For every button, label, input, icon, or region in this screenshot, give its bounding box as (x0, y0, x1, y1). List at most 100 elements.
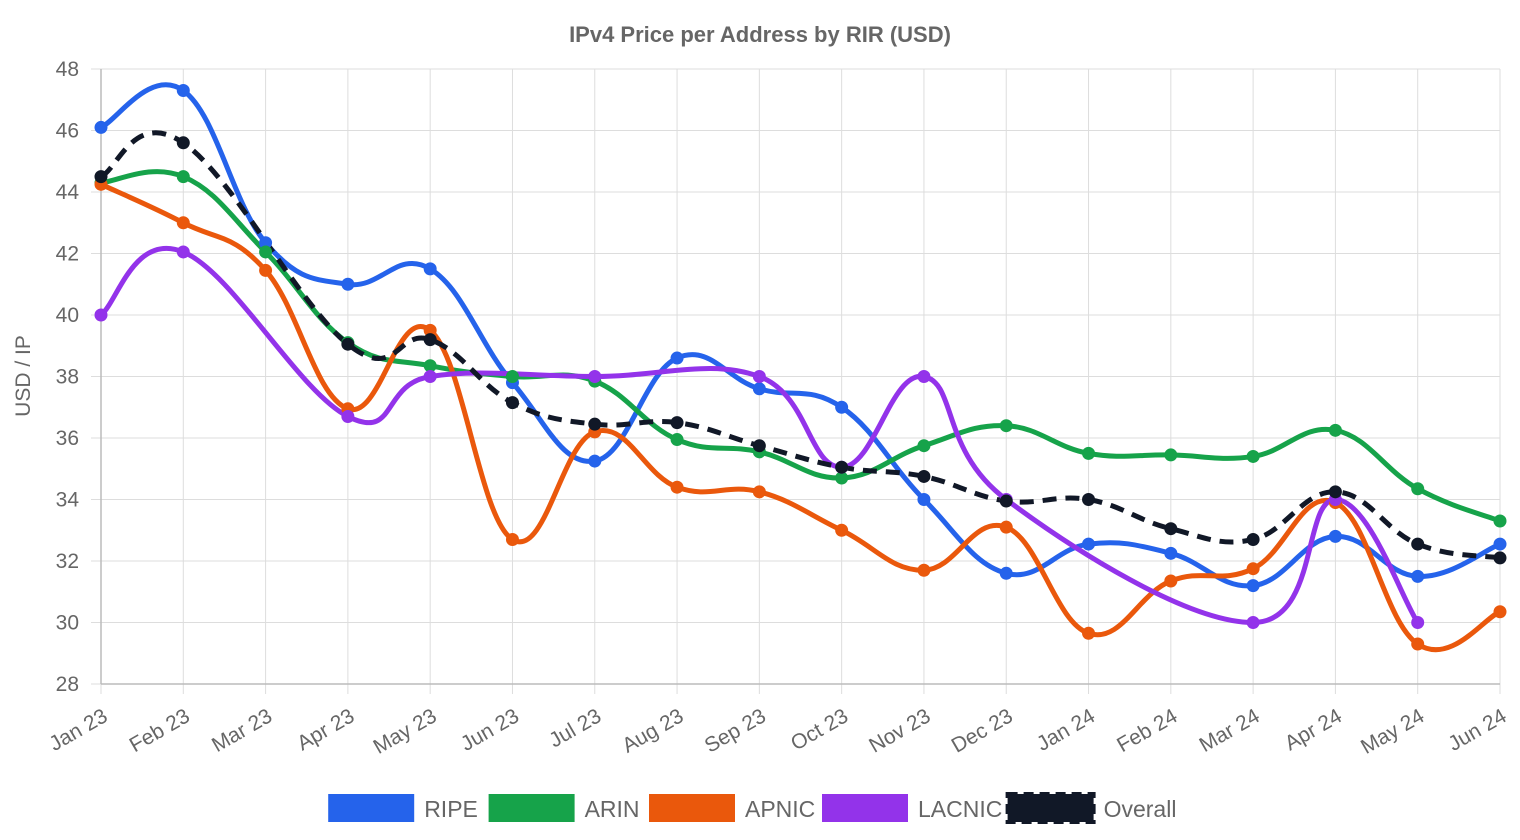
legend-swatch (822, 794, 908, 822)
x-tick-label: May 24 (1357, 704, 1428, 759)
data-point-lacnic[interactable] (1411, 616, 1425, 629)
data-point-lacnic[interactable] (423, 370, 437, 383)
x-tick-label: Aug 23 (618, 704, 687, 757)
data-point-arin[interactable] (670, 433, 684, 447)
data-point-lacnic[interactable] (341, 409, 355, 423)
data-point-arin[interactable] (1328, 423, 1342, 437)
series-line-lacnic (99, 246, 1420, 625)
data-point-arin[interactable] (917, 439, 931, 453)
data-point-apnic[interactable] (999, 520, 1013, 534)
data-point-ripe[interactable] (1082, 537, 1096, 551)
legend-swatch (328, 794, 415, 822)
y-tick-label: 28 (56, 673, 79, 696)
legend-item-lacnic[interactable]: LACNIC (822, 794, 1002, 822)
x-tick-label: Mar 24 (1196, 704, 1264, 757)
legend-label: RIPE (424, 796, 478, 822)
data-point-overall[interactable] (835, 460, 849, 474)
data-point-arin[interactable] (505, 370, 519, 383)
data-point-ripe[interactable] (1411, 569, 1425, 583)
data-point-overall[interactable] (917, 469, 931, 483)
legend-label: Overall (1104, 796, 1177, 822)
legend-swatch (1005, 792, 1096, 824)
data-point-lacnic[interactable] (1246, 616, 1260, 629)
data-point-ripe[interactable] (835, 400, 849, 414)
data-point-arin[interactable] (835, 471, 849, 485)
data-point-overall[interactable] (1246, 532, 1260, 546)
data-point-ripe[interactable] (1328, 529, 1342, 543)
data-point-apnic[interactable] (1411, 637, 1425, 651)
data-point-ripe[interactable] (752, 382, 766, 396)
data-point-apnic[interactable] (835, 523, 849, 537)
data-point-overall[interactable] (176, 136, 190, 150)
data-point-overall[interactable] (1328, 485, 1342, 499)
data-point-apnic[interactable] (505, 532, 519, 546)
y-tick-label: 36 (56, 427, 79, 450)
data-point-ripe[interactable] (1164, 546, 1178, 560)
x-tick-label: Jan 23 (45, 704, 111, 755)
x-tick-label: Apr 24 (1281, 704, 1346, 755)
data-point-overall[interactable] (94, 170, 108, 184)
data-point-apnic[interactable] (259, 263, 273, 277)
data-point-lacnic[interactable] (588, 370, 602, 383)
legend-item-ripe[interactable]: RIPE (328, 794, 478, 822)
data-point-ripe[interactable] (1246, 579, 1260, 593)
data-point-overall[interactable] (341, 337, 355, 351)
data-point-arin[interactable] (1164, 448, 1178, 462)
data-point-apnic[interactable] (670, 480, 684, 494)
data-point-lacnic[interactable] (176, 245, 190, 259)
data-point-overall[interactable] (1411, 537, 1425, 551)
data-point-arin[interactable] (999, 419, 1013, 433)
data-point-arin[interactable] (423, 359, 437, 373)
data-point-ripe[interactable] (423, 262, 437, 276)
data-point-arin[interactable] (1411, 482, 1425, 496)
data-point-lacnic[interactable] (752, 370, 766, 383)
data-point-ripe[interactable] (670, 351, 684, 365)
data-point-overall[interactable] (588, 417, 602, 431)
data-point-overall[interactable] (423, 333, 437, 347)
data-point-apnic[interactable] (917, 563, 931, 577)
data-point-apnic[interactable] (1246, 562, 1260, 576)
data-point-apnic[interactable] (752, 485, 766, 499)
data-point-overall[interactable] (670, 416, 684, 430)
data-point-arin[interactable] (1082, 446, 1096, 460)
y-tick-label: 34 (56, 489, 80, 512)
data-point-arin[interactable] (1246, 449, 1260, 463)
data-point-overall[interactable] (752, 439, 766, 453)
data-point-overall[interactable] (1164, 522, 1178, 536)
y-tick-label: 30 (56, 612, 79, 635)
data-point-ripe[interactable] (176, 84, 190, 98)
data-point-overall[interactable] (999, 494, 1013, 508)
data-point-ripe[interactable] (94, 120, 108, 134)
data-point-ripe[interactable] (341, 277, 355, 291)
legend-label: APNIC (745, 796, 815, 822)
data-point-arin[interactable] (259, 245, 273, 259)
data-point-apnic[interactable] (176, 216, 190, 230)
legend-item-apnic[interactable]: APNIC (649, 794, 815, 822)
data-point-overall[interactable] (505, 396, 519, 410)
data-point-apnic[interactable] (1164, 574, 1178, 588)
chart-title: IPv4 Price per Address by RIR (USD) (569, 22, 951, 47)
data-point-arin[interactable] (1493, 514, 1507, 528)
legend-item-overall[interactable]: Overall (1005, 792, 1177, 824)
y-tick-label: 46 (56, 120, 79, 143)
data-point-lacnic[interactable] (917, 370, 931, 383)
legend-swatch (649, 794, 735, 822)
data-point-overall[interactable] (1493, 551, 1507, 565)
x-tick-label: Jan 24 (1033, 704, 1099, 756)
data-point-lacnic[interactable] (94, 308, 108, 322)
data-point-overall[interactable] (1082, 493, 1096, 506)
data-point-arin[interactable] (176, 170, 190, 184)
data-point-ripe[interactable] (588, 454, 602, 468)
x-tick-label: Apr 23 (293, 704, 358, 755)
data-point-apnic[interactable] (1082, 626, 1096, 640)
data-point-apnic[interactable] (1493, 605, 1507, 619)
data-point-ripe[interactable] (1493, 537, 1507, 551)
data-point-ripe[interactable] (917, 493, 931, 506)
data-point-ripe[interactable] (999, 566, 1013, 580)
legend-item-arin[interactable]: ARIN (488, 794, 640, 822)
legend-swatch (488, 794, 575, 822)
y-tick-label: 40 (56, 304, 79, 327)
y-tick-label: 38 (56, 366, 79, 389)
